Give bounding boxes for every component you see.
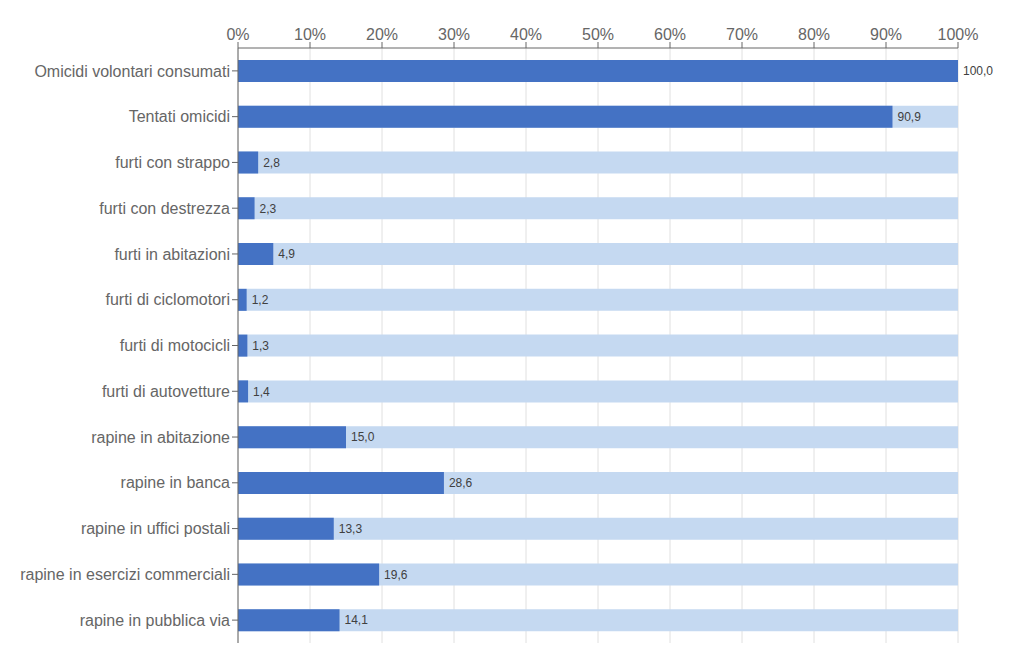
svg-text:2,8: 2,8 — [263, 156, 280, 170]
svg-text:80%: 80% — [798, 26, 830, 43]
svg-text:19,6: 19,6 — [384, 568, 408, 582]
svg-text:rapine in esercizi commerciali: rapine in esercizi commerciali — [20, 566, 230, 583]
svg-text:28,6: 28,6 — [449, 476, 473, 490]
svg-text:10%: 10% — [294, 26, 326, 43]
svg-text:40%: 40% — [510, 26, 542, 43]
svg-text:90%: 90% — [870, 26, 902, 43]
svg-text:rapine in banca: rapine in banca — [121, 474, 231, 491]
svg-text:furti in abitazioni: furti in abitazioni — [114, 246, 230, 263]
svg-text:2,3: 2,3 — [260, 202, 277, 216]
svg-text:90,9: 90,9 — [897, 110, 921, 124]
svg-text:4,9: 4,9 — [278, 247, 295, 261]
svg-text:furti di motocicli: furti di motocicli — [120, 337, 230, 354]
svg-text:Omicidi volontari consumati: Omicidi volontari consumati — [34, 63, 230, 80]
svg-text:13,3: 13,3 — [339, 522, 363, 536]
svg-text:rapine in uffici postali: rapine in uffici postali — [81, 520, 230, 537]
svg-text:furti di autovetture: furti di autovetture — [102, 383, 230, 400]
svg-text:70%: 70% — [726, 26, 758, 43]
svg-text:furti con strappo: furti con strappo — [115, 154, 230, 171]
svg-text:1,2: 1,2 — [252, 293, 269, 307]
svg-text:20%: 20% — [366, 26, 398, 43]
svg-text:14,1: 14,1 — [345, 613, 369, 627]
svg-text:15,0: 15,0 — [351, 430, 375, 444]
svg-text:Tentati omicidi: Tentati omicidi — [129, 108, 230, 125]
svg-text:1,4: 1,4 — [253, 385, 270, 399]
svg-text:0%: 0% — [226, 26, 249, 43]
svg-text:furti con destrezza: furti con destrezza — [99, 200, 230, 217]
svg-text:30%: 30% — [438, 26, 470, 43]
svg-text:1,3: 1,3 — [252, 339, 269, 353]
svg-text:furti di ciclomotori: furti di ciclomotori — [106, 291, 230, 308]
svg-text:rapine in abitazione: rapine in abitazione — [91, 429, 230, 446]
svg-text:60%: 60% — [654, 26, 686, 43]
svg-text:100%: 100% — [938, 26, 979, 43]
svg-text:100,0: 100,0 — [963, 64, 993, 78]
svg-text:rapine in pubblica via: rapine in pubblica via — [80, 612, 230, 629]
svg-text:50%: 50% — [582, 26, 614, 43]
